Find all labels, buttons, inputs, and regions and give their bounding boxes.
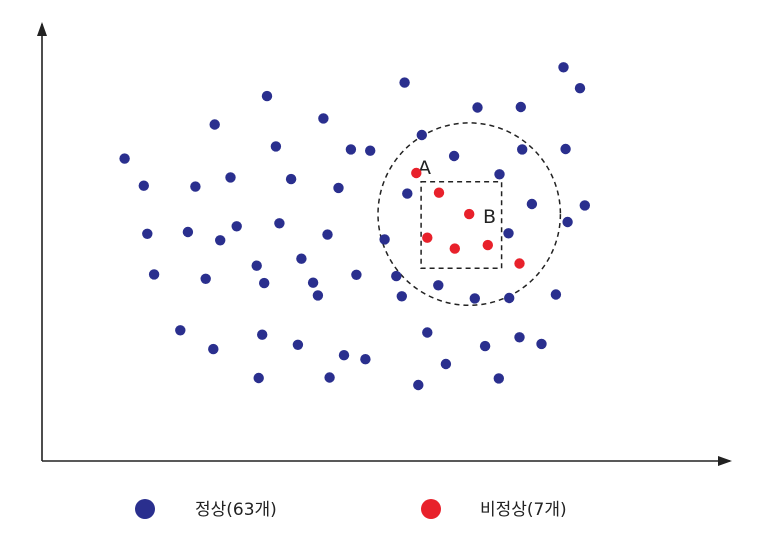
normal-point-34 bbox=[365, 145, 376, 156]
abnormal-point-3 bbox=[433, 187, 445, 198]
normal-point-58 bbox=[550, 289, 562, 300]
normal-point-43 bbox=[433, 280, 444, 291]
normal-point-38 bbox=[399, 77, 410, 88]
abnormal-point-6 bbox=[482, 239, 493, 251]
normal-point-5 bbox=[175, 325, 186, 336]
normal-point-57 bbox=[536, 338, 547, 350]
normal-point-29 bbox=[333, 182, 344, 194]
normal-point-36 bbox=[391, 270, 402, 282]
normal-point-26 bbox=[318, 113, 329, 124]
normal-point-32 bbox=[351, 269, 362, 280]
abnormal-point-7 bbox=[514, 258, 525, 269]
normal-point-4 bbox=[148, 269, 160, 280]
normal-point-49 bbox=[493, 373, 504, 384]
abnormal-point-1 bbox=[411, 167, 422, 179]
normal-point-15 bbox=[253, 372, 264, 384]
normal-point-33 bbox=[360, 354, 371, 365]
normal-point-20 bbox=[274, 218, 285, 229]
normal-point-63 bbox=[579, 200, 590, 211]
normal-point-31 bbox=[345, 144, 357, 155]
normal-point-44 bbox=[440, 358, 452, 370]
normal-point-22 bbox=[292, 339, 304, 350]
normal-point-61 bbox=[562, 216, 573, 228]
normal-point-25 bbox=[312, 290, 324, 301]
region-b-label: B bbox=[483, 206, 496, 228]
legend-marker-normal bbox=[135, 499, 155, 519]
normal-point-62 bbox=[574, 83, 586, 94]
normal-point-42 bbox=[422, 327, 433, 338]
normal-point-55 bbox=[517, 144, 528, 155]
abnormal-point-2 bbox=[422, 232, 433, 243]
abnormal-point-4 bbox=[449, 243, 460, 254]
abnormal-point-5 bbox=[464, 208, 475, 220]
normal-point-30 bbox=[338, 350, 350, 361]
normal-point-47 bbox=[472, 102, 483, 113]
normal-point-60 bbox=[560, 143, 571, 155]
normal-point-59 bbox=[558, 62, 569, 73]
normal-point-56 bbox=[526, 198, 538, 210]
normal-point-46 bbox=[469, 293, 480, 304]
region-b-box bbox=[420, 181, 503, 270]
legend-marker-abnormal bbox=[421, 499, 441, 519]
data-points bbox=[119, 62, 590, 391]
normal-point-12 bbox=[225, 172, 236, 183]
normal-point-28 bbox=[324, 372, 335, 383]
normal-point-8 bbox=[200, 273, 211, 284]
normal-point-2 bbox=[138, 180, 149, 191]
normal-point-11 bbox=[215, 235, 226, 246]
normal-point-40 bbox=[413, 379, 424, 391]
legend-label-abnormal: 비정상(7개) bbox=[480, 500, 567, 520]
normal-point-27 bbox=[322, 229, 333, 240]
normal-point-54 bbox=[515, 101, 526, 113]
normal-point-16 bbox=[257, 329, 268, 340]
normal-point-17 bbox=[259, 277, 270, 289]
normal-point-51 bbox=[503, 228, 514, 239]
region-a-circle bbox=[377, 122, 562, 307]
normal-point-48 bbox=[479, 340, 491, 352]
normal-point-14 bbox=[251, 260, 262, 271]
normal-point-45 bbox=[448, 150, 460, 162]
normal-point-19 bbox=[270, 141, 282, 152]
normal-point-35 bbox=[379, 234, 390, 245]
normal-point-6 bbox=[182, 226, 194, 238]
normal-point-24 bbox=[307, 277, 319, 288]
normal-point-13 bbox=[231, 221, 242, 232]
legend-label-normal: 정상(63개) bbox=[195, 500, 277, 520]
normal-point-53 bbox=[514, 332, 525, 343]
normal-point-3 bbox=[142, 228, 153, 239]
normal-point-18 bbox=[261, 90, 273, 102]
normal-point-52 bbox=[504, 292, 515, 304]
legend: 정상(63개) 비정상(7개) bbox=[135, 499, 567, 520]
normal-point-37 bbox=[396, 291, 407, 302]
normal-point-21 bbox=[285, 173, 297, 185]
normal-point-39 bbox=[402, 188, 413, 199]
normal-point-50 bbox=[494, 169, 505, 180]
normal-point-7 bbox=[190, 181, 201, 192]
normal-point-1 bbox=[119, 153, 130, 164]
normal-point-9 bbox=[208, 343, 219, 355]
normal-point-10 bbox=[209, 119, 220, 130]
normal-point-41 bbox=[416, 129, 427, 141]
normal-point-23 bbox=[296, 253, 307, 264]
